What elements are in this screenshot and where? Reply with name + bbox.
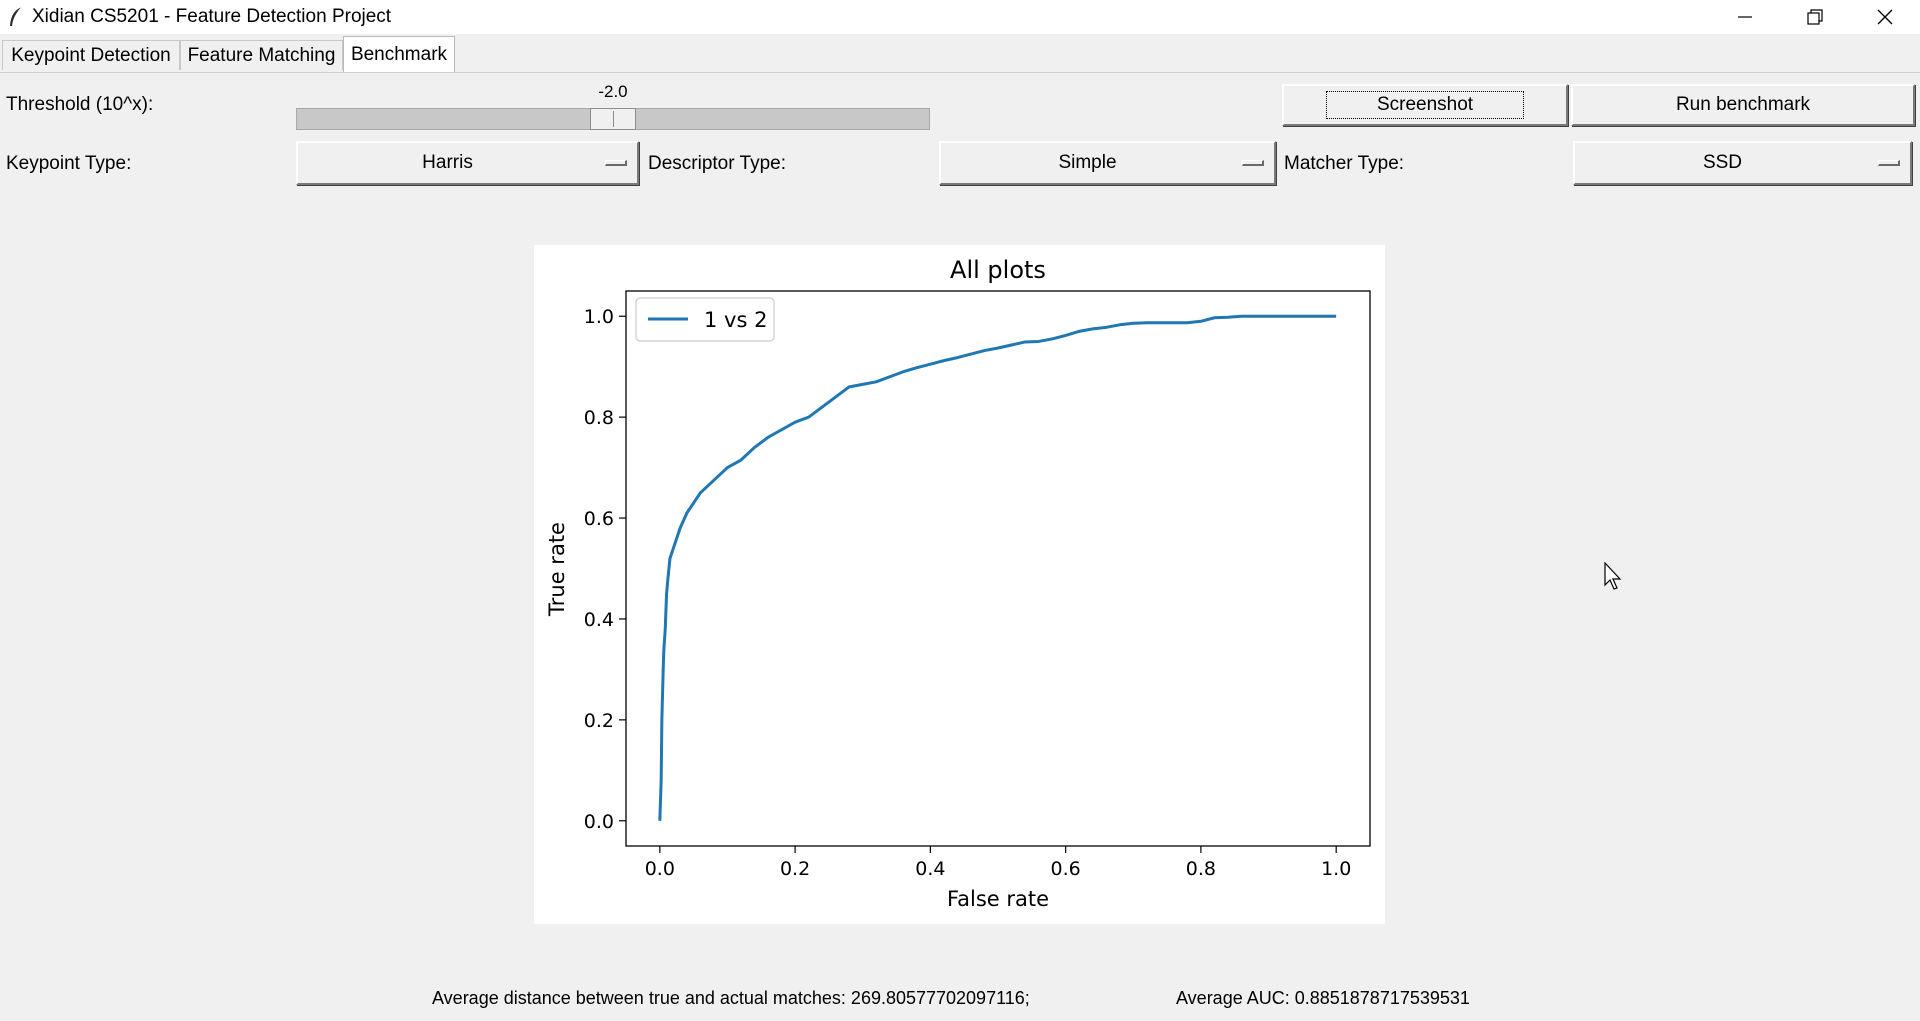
average-auc-text: Average AUC: 0.8851878717539531 <box>1176 988 1470 1008</box>
x-tick-label: 0.8 <box>1186 858 1216 880</box>
chart-title: All plots <box>950 256 1046 284</box>
legend-label: 1 vs 2 <box>704 308 767 332</box>
x-tick-label: 1.0 <box>1321 858 1351 880</box>
roc-plot-panel: All plots False rate True rate 0.0 0.2 0.4… <box>534 245 1385 924</box>
dropdown-indicator-icon <box>1878 160 1900 166</box>
window-title: Xidian CS5201 - Feature Detection Projec… <box>32 6 392 27</box>
series-line-1-vs-2 <box>658 314 1337 821</box>
matcher-type-select[interactable]: SSD <box>1573 141 1912 185</box>
run-benchmark-button-label: Run benchmark <box>1675 94 1811 115</box>
minimize-icon <box>1738 16 1752 18</box>
tab-keypoint-detection[interactable]: Keypoint Detection <box>2 40 180 70</box>
y-tick-label: 0.2 <box>584 710 614 732</box>
threshold-slider-handle[interactable] <box>590 108 636 130</box>
chart-legend: 1 vs 2 <box>635 297 775 342</box>
threshold-value: -2.0 <box>598 82 628 101</box>
chart-x-label: False rate <box>947 887 1049 911</box>
threshold-label: Threshold (10^x): <box>6 94 154 115</box>
mouse-cursor-icon <box>1604 562 1622 590</box>
y-tick-label: 0.6 <box>584 508 614 530</box>
close-icon <box>1877 9 1893 25</box>
screenshot-button-label: Screenshot <box>1325 91 1525 119</box>
x-tick-label: 0.2 <box>780 858 810 880</box>
x-tick-label: 0.6 <box>1051 858 1081 880</box>
slider-grip <box>613 111 614 127</box>
descriptor-type-select[interactable]: Simple <box>939 141 1276 185</box>
restore-button[interactable] <box>1780 0 1850 34</box>
plot-area-frame <box>625 290 1371 847</box>
y-tick-label: 0.4 <box>584 609 614 631</box>
restore-icon <box>1807 9 1823 25</box>
x-tick-label: 0.0 <box>645 858 675 880</box>
matcher-type-value: SSD <box>1702 152 1743 173</box>
keypoint-type-select[interactable]: Harris <box>296 141 639 185</box>
benchmark-panel <box>0 72 1920 1021</box>
y-tick-label: 0.8 <box>584 407 614 429</box>
roc-chart: All plots False rate True rate 0.0 0.2 0.4… <box>545 256 1371 911</box>
dropdown-indicator-icon <box>605 160 627 166</box>
keypoint-type-label: Keypoint Type: <box>6 153 132 174</box>
tab-feature-matching[interactable]: Feature Matching <box>180 40 343 70</box>
dropdown-indicator-icon <box>1242 160 1264 166</box>
descriptor-type-label: Descriptor Type: <box>648 153 786 174</box>
descriptor-type-value: Simple <box>1058 152 1117 173</box>
matcher-type-label: Matcher Type: <box>1284 153 1405 174</box>
minimize-button[interactable] <box>1710 0 1780 34</box>
legend-box <box>635 297 775 342</box>
title-bar[interactable]: Xidian CS5201 - Feature Detection Projec… <box>0 0 1920 34</box>
y-tick-label: 1.0 <box>584 306 614 328</box>
screenshot-button[interactable]: Screenshot <box>1282 84 1568 126</box>
x-tick-label: 0.4 <box>915 858 945 880</box>
close-button[interactable] <box>1850 0 1920 34</box>
chart-y-label: True rate <box>545 522 569 617</box>
tab-benchmark[interactable]: Benchmark <box>343 36 455 72</box>
y-tick-label: 0.0 <box>584 811 614 833</box>
keypoint-type-value: Harris <box>422 152 473 173</box>
average-distance-text: Average distance between true and actual… <box>432 988 1030 1008</box>
tab-bar: Keypoint Detection Feature Matching Benc… <box>0 34 1920 72</box>
feather-icon <box>10 6 23 26</box>
run-benchmark-button[interactable]: Run benchmark <box>1571 84 1915 126</box>
